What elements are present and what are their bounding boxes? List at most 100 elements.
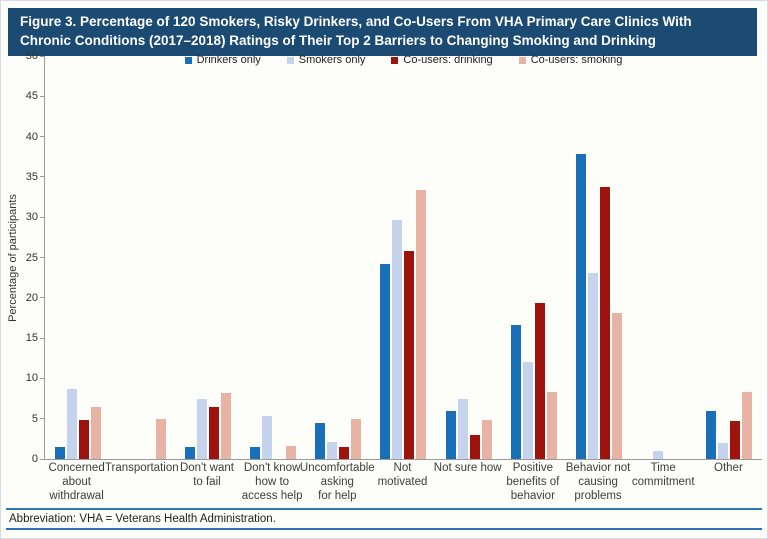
legend-label: Co-users: smoking: [530, 54, 623, 66]
x-axis-label-line: Uncomfortable: [299, 462, 375, 474]
y-tick-label: 0: [31, 453, 38, 465]
bar-group: [241, 56, 306, 459]
bar: [653, 450, 664, 459]
bar: [742, 392, 753, 459]
x-axis-label-line: Behavior not: [565, 462, 631, 474]
y-tick: [40, 136, 44, 138]
x-axis-label: Transportation: [105, 462, 179, 476]
x-axis-label-line: Not sure how: [433, 462, 502, 474]
figure-title: Figure 3. Percentage of 120 Smokers, Ris…: [20, 14, 692, 48]
y-axis-label-wrap: Percentage of participants: [6, 56, 20, 459]
x-axis-label-line: Other: [714, 462, 743, 474]
y-tick-label: 25: [25, 251, 38, 264]
x-axis-label: Not sure how: [433, 462, 502, 476]
x-axis-label-line: for help: [318, 489, 357, 502]
bar: [220, 392, 231, 459]
bar-group: [45, 56, 110, 459]
legend-item: Co-users: smoking: [518, 54, 623, 66]
x-axis-label: Positive benefits of behavior: [500, 462, 565, 503]
legend-label: Smokers only: [298, 54, 366, 66]
bar: [718, 442, 729, 459]
footer-divider-bottom: [6, 528, 762, 530]
bar: [730, 421, 741, 459]
x-axis-label-line: Don't want: [179, 462, 234, 474]
bar: [339, 446, 350, 459]
x-axis-label-line: access help: [241, 489, 303, 502]
bar-group: [566, 56, 631, 459]
bar: [416, 189, 427, 459]
x-axis-label-line: motivated: [377, 475, 428, 488]
bar-group: [436, 56, 501, 459]
bar: [208, 407, 219, 459]
y-tick: [40, 216, 44, 218]
y-tick-label: 15: [25, 332, 38, 345]
bar: [404, 251, 415, 459]
y-tick: [40, 257, 44, 258]
bar: [706, 410, 717, 459]
x-axis-label-line: Time: [650, 462, 676, 474]
bar-group: [501, 56, 566, 459]
bar: [155, 418, 166, 459]
y-tick-label: 30: [25, 211, 38, 224]
bar: [250, 446, 261, 459]
legend-label: Co-users: drinking: [403, 54, 493, 66]
y-tick: [40, 297, 44, 299]
bar-group: [110, 56, 175, 459]
y-tick-label: 50: [25, 50, 38, 62]
y-tick: [40, 458, 44, 460]
bar-group: [175, 56, 240, 459]
x-axis-label-line: commitment: [631, 475, 695, 488]
bar: [380, 263, 391, 459]
x-axis-label-line: Don't know: [243, 462, 301, 474]
y-tick-label: 10: [25, 372, 38, 385]
legend-swatch-icon: [391, 56, 399, 64]
y-tick-label: 40: [25, 130, 38, 143]
bar: [469, 434, 480, 459]
x-axis-label: Concerned about withdrawal: [44, 462, 109, 503]
x-axis-label: Not motivated: [370, 462, 435, 490]
y-tick: [40, 176, 44, 178]
x-axis-label-line: benefits of: [506, 475, 560, 488]
bar: [90, 406, 101, 459]
bar: [481, 419, 492, 459]
legend-swatch-icon: [184, 56, 192, 64]
bar: [612, 313, 623, 459]
y-tick: [40, 55, 44, 57]
bar: [588, 272, 599, 459]
bar: [184, 446, 195, 459]
y-tick: [40, 337, 44, 339]
legend-swatch-icon: [286, 56, 294, 64]
x-axis-label-line: about: [62, 475, 91, 488]
y-tick-label: 45: [25, 90, 38, 103]
bar-group: [697, 56, 762, 459]
y-tick-label: 35: [25, 170, 38, 183]
x-axis-label-line: behavior: [510, 489, 555, 502]
x-axis-label: Don't know how to access help: [240, 462, 305, 503]
bar: [78, 420, 89, 459]
footer-divider-top: [6, 508, 762, 510]
legend-item: Drinkers only: [184, 54, 261, 66]
bar: [457, 398, 468, 459]
y-tick: [40, 418, 44, 420]
legend-item: Co-users: drinking: [391, 54, 493, 66]
y-tick-label: 5: [31, 412, 38, 425]
legend-item: Smokers only: [286, 54, 366, 66]
x-axis-label-line: withdrawal: [49, 489, 104, 502]
x-axis-label-line: to fail: [193, 475, 221, 488]
bar: [534, 303, 545, 459]
x-axis-label-line: causing: [578, 475, 618, 488]
bar: [327, 442, 338, 459]
bar: [196, 398, 207, 459]
bar: [66, 388, 77, 459]
x-axis-label: Don't want to fail: [174, 462, 239, 490]
x-axis-label: Uncomfortable asking for help: [300, 462, 375, 503]
x-axis-label-line: how to: [255, 475, 290, 488]
bar: [315, 422, 326, 459]
bar: [351, 418, 362, 459]
x-axis-label-line: Transportation: [104, 462, 179, 474]
x-axis-label: Other: [696, 462, 761, 476]
x-axis-label: Time commitment: [631, 462, 696, 490]
bar: [262, 416, 273, 459]
x-axis-label-line: problems: [574, 489, 622, 502]
